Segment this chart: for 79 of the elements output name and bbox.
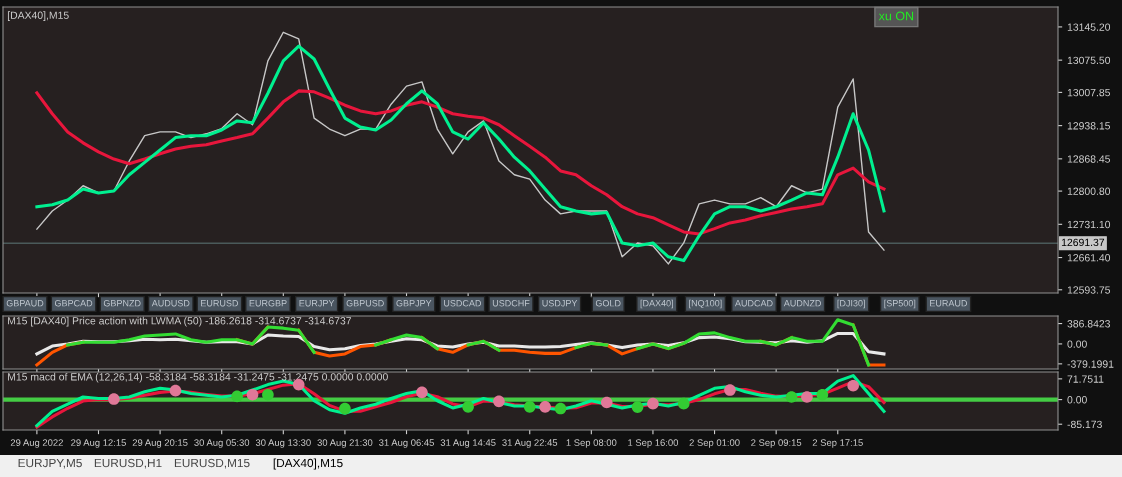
x-tick-label: 1 Sep 08:00	[566, 439, 617, 448]
text: AUDUSD	[151, 300, 190, 307]
text: EURGBP	[249, 300, 287, 307]
point	[523, 401, 536, 413]
text: [SP500]	[884, 299, 916, 309]
chart-title: M15 [DAX40] Price action with LWMA (50) -186.2618 -314.6737 -314.6737	[8, 316, 352, 327]
text: EURAUD	[930, 300, 968, 307]
y-tick-label: 13145.20	[1067, 23, 1111, 31]
y-tick-label: 12731.10	[1067, 220, 1111, 229]
x-tick-label: 31 Aug 06:45	[379, 439, 434, 448]
y-tick-label: 12593.75	[1067, 286, 1111, 294]
y-tick-label: 12868.45	[1067, 155, 1111, 163]
x-tick-label: 2 Sep 17:15	[812, 439, 863, 448]
y-tick-label: 0.00	[1067, 340, 1087, 348]
x-tick-label: 29 Aug 20:15	[132, 439, 188, 448]
text: GBPCAD	[54, 300, 93, 307]
text: GBPUSD	[346, 300, 384, 307]
annotation: xu ON	[878, 11, 914, 21]
point	[493, 395, 505, 408]
point	[246, 388, 259, 401]
text: EURUSD,M15	[174, 458, 250, 469]
text: EURUSD,H1	[94, 458, 162, 469]
point	[231, 390, 243, 403]
point	[801, 391, 813, 403]
chart-title: [DAX40],M15	[7, 11, 69, 21]
point	[339, 402, 351, 415]
x-tick-label: 29 Aug 12:15	[71, 439, 126, 448]
x-tick-label: 2 Sep 01:00	[689, 439, 740, 448]
text: USDCAD	[444, 300, 482, 307]
y-tick-label: 0.00	[1067, 396, 1087, 404]
point	[847, 379, 859, 392]
text: AUDCAD	[734, 300, 773, 307]
point	[631, 401, 644, 413]
point	[262, 388, 274, 401]
text: [DJI30]	[837, 299, 865, 309]
text: EURUSD	[201, 300, 239, 307]
point	[169, 384, 182, 397]
point	[816, 388, 829, 401]
point	[647, 397, 659, 410]
text: GOLD	[595, 300, 621, 307]
text: USDJPY	[542, 300, 578, 307]
text: GBPAUD	[6, 300, 44, 307]
text: [DAX40],M15	[273, 458, 343, 470]
x-tick-label: 30 Aug 13:30	[255, 439, 311, 448]
x-tick-label: 30 Aug 05:30	[194, 439, 250, 448]
line-series	[35, 89, 886, 236]
text: AUDNZD	[783, 300, 821, 307]
point	[785, 391, 798, 403]
y-tick-label: 12938.15	[1067, 122, 1111, 130]
x-tick-label: 30 Aug 21:30	[317, 439, 373, 448]
point	[539, 401, 551, 413]
text: [NQ100]	[689, 299, 722, 309]
x-tick-label: 29 Aug 2022	[10, 439, 63, 448]
point	[462, 401, 474, 413]
y-tick-label: 12661.40	[1067, 254, 1111, 262]
text: [DAX40]	[640, 299, 673, 309]
x-tick-label: 2 Sep 09:15	[751, 439, 802, 448]
text: EURJPY,M5	[18, 458, 82, 469]
x-tick-label: 31 Aug 14:45	[440, 439, 496, 448]
y-tick-label: 386.8423	[1067, 320, 1111, 328]
point	[554, 402, 567, 415]
point	[416, 386, 428, 399]
y-tick-label: -379.1991	[1067, 360, 1114, 368]
point	[108, 393, 120, 405]
y-tick-label: -85.173	[1067, 420, 1102, 429]
text: GBPNZD	[103, 300, 141, 307]
y-tick-label: 71.7511	[1067, 375, 1104, 383]
text: EURJPY	[299, 300, 335, 307]
x-tick-label: 1 Sep 16:00	[628, 439, 679, 448]
text: GBPJPY	[396, 300, 432, 307]
ref-line-label: 12691.37	[1061, 238, 1105, 247]
y-tick-label: 13007.85	[1067, 88, 1111, 97]
y-tick-label: 13075.50	[1067, 56, 1111, 65]
point	[677, 397, 690, 410]
x-tick-label: 31 Aug 22:45	[502, 439, 558, 448]
point	[724, 384, 736, 396]
text: USDCHF	[492, 300, 530, 307]
point	[600, 396, 613, 409]
y-tick-label: 12800.80	[1067, 187, 1111, 195]
